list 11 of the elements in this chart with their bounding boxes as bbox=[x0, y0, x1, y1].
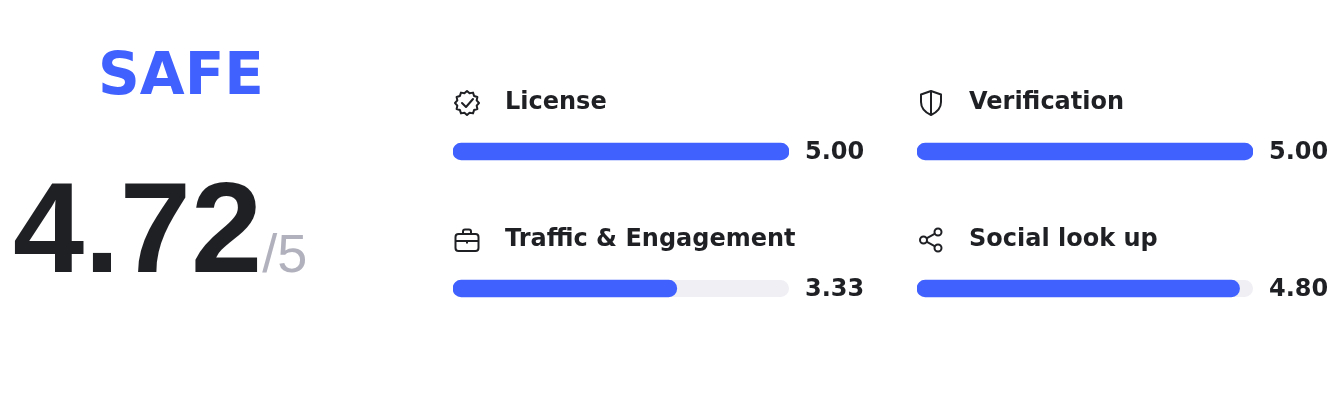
y-tick-label: Verification bbox=[969, 86, 1125, 115]
y-tick-label: License bbox=[505, 86, 607, 115]
text: SAFE bbox=[97, 40, 265, 108]
text: 4.72 bbox=[13, 156, 263, 299]
data-label: 3.33 bbox=[805, 273, 865, 302]
text: /5 bbox=[262, 223, 308, 283]
data-label: 5.00 bbox=[805, 136, 865, 165]
y-tick-label: Social look up bbox=[969, 223, 1158, 252]
data-label: 4.80 bbox=[1269, 273, 1329, 302]
y-tick-label: Traffic & Engagement bbox=[505, 223, 796, 252]
data-label: 5.00 bbox=[1269, 136, 1329, 165]
